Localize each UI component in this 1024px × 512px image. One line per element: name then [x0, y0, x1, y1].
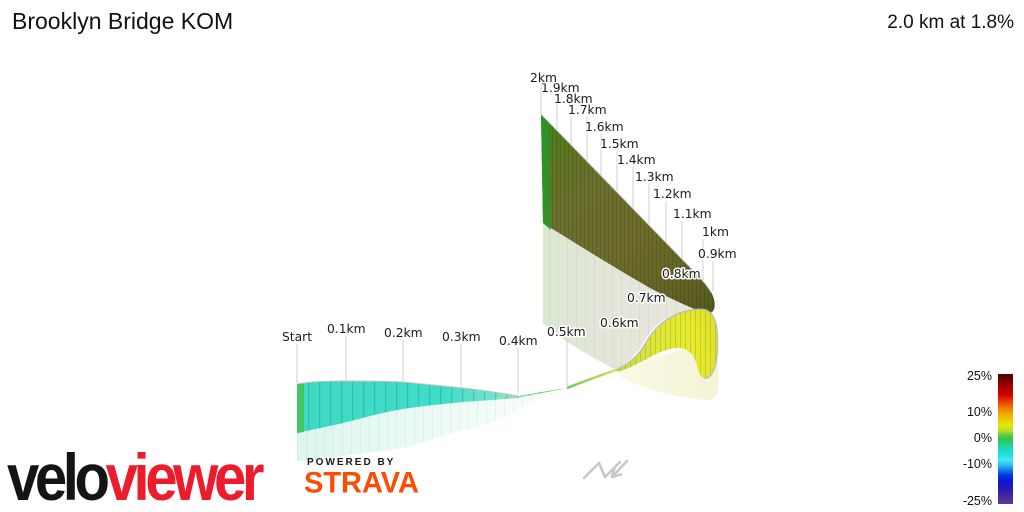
distance-label: 2km	[530, 71, 557, 85]
strava-logo[interactable]: STRAVA	[304, 467, 419, 500]
distance-label: 0.1km	[327, 322, 366, 336]
ribbon-upper-olive	[540, 113, 715, 314]
distance-labels: Start 0.1km 0.2km 0.3km 0.4km 0.5km 0.6km 0.7km…	[281, 70, 739, 350]
distance-label: 1.7km	[568, 103, 607, 117]
distance-label: 1.1km	[673, 207, 712, 221]
gradient-legend-label: 0%	[973, 431, 992, 445]
compass-arrow	[610, 459, 629, 479]
distance-label: 1.5km	[600, 137, 639, 151]
distance-label: 0.9km	[698, 247, 737, 261]
gradient-legend-label: 10%	[966, 405, 992, 419]
segment-summary: 2.0 km at 1.8%	[887, 12, 1014, 33]
ribbon-start-teal	[296, 380, 567, 433]
distance-label: 1.3km	[635, 170, 674, 184]
veloviewer-logo-viewer: viewer	[105, 440, 265, 512]
distance-label: 0.2km	[384, 326, 423, 340]
gradient-legend-label: 25%	[966, 369, 992, 383]
distance-label: 0.6km	[600, 316, 639, 330]
gradient-legend-label: -10%	[962, 457, 992, 471]
compass-n-glyph	[582, 460, 622, 480]
distance-label: 1.8km	[554, 92, 593, 106]
gradient-legend-label: -25%	[962, 494, 992, 508]
distance-label: 1.4km	[617, 153, 656, 167]
distance-label: 1.9km	[541, 81, 580, 95]
ribbon-climb-yellow	[615, 308, 719, 379]
wall-behind-upper-ribbon-stripes	[543, 223, 699, 370]
distance-label: 1.6km	[585, 120, 624, 134]
wall-under-climb	[616, 346, 718, 401]
distance-label: 0.5km	[547, 325, 586, 339]
ribbon-2km-green-edge	[541, 114, 551, 230]
page-title: Brooklyn Bridge KOM	[12, 8, 234, 34]
distance-label: 0.3km	[442, 330, 481, 344]
distance-label: 0.7km	[627, 291, 666, 305]
gradient-colorbar	[998, 374, 1013, 504]
wall-under-start-descent-stripes	[297, 388, 567, 461]
veloviewer-logo-velo: velo	[7, 440, 110, 512]
distance-label: 1.2km	[653, 187, 692, 201]
powered-by-label: POWERED BY	[307, 457, 396, 468]
distance-label: 0.8km	[662, 267, 701, 281]
ribbon-start-green-edge	[297, 383, 304, 433]
distance-label: 0.4km	[499, 334, 538, 348]
route-flat-section	[566, 368, 617, 390]
north-compass-icon	[582, 459, 629, 480]
veloviewer-logo[interactable]: veloviewer	[7, 444, 264, 510]
distance-label: Start	[282, 330, 312, 344]
distance-label: 1km	[702, 225, 729, 239]
